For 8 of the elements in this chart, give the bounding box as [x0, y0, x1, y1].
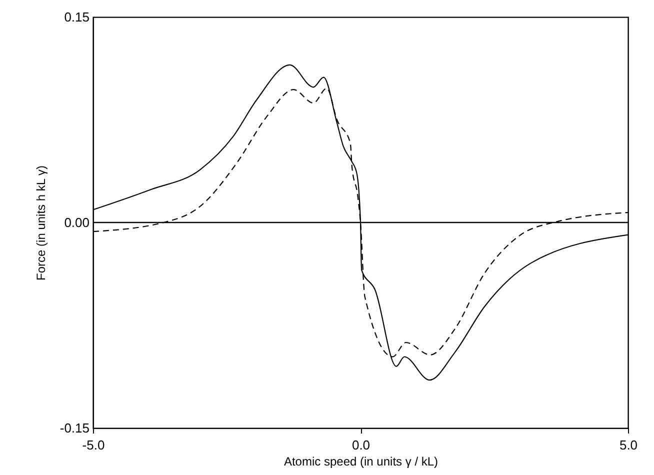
x-tick-label: 5.0 [619, 438, 638, 452]
y-tick-label: 0.00 [64, 215, 90, 230]
y-axis-title: Force (in units h kL γ) [34, 166, 48, 280]
x-tick-label: 0.0 [352, 438, 370, 452]
x-axis-title: Atomic speed (in units γ / kL) [284, 454, 438, 468]
y-tick-label: -0.15 [60, 420, 90, 436]
y-tick-label: 0.15 [64, 10, 90, 24]
x-tick-label: -5.0 [82, 438, 105, 452]
